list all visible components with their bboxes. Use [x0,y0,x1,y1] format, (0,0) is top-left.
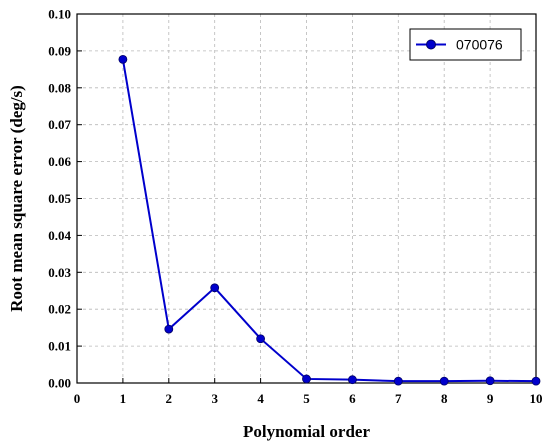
y-tick-label: 0.10 [48,7,71,22]
x-tick-label: 2 [166,391,173,406]
x-tick-label: 8 [441,391,448,406]
data-point [118,54,128,64]
y-tick-label: 0.05 [48,191,71,206]
grid-lines [77,14,536,383]
data-point [485,376,495,386]
data-point [164,324,174,334]
data-point [256,334,266,344]
legend: 070076 [409,28,522,61]
y-tick-label: 0.02 [48,302,71,317]
data-point [302,374,311,384]
data-point [531,376,541,386]
x-tick-label: 6 [349,391,356,406]
data-point [393,376,403,386]
x-tick-label: 7 [395,391,402,406]
data-point [347,375,357,385]
x-tick-label: 5 [303,391,310,406]
y-tick-label: 0.03 [48,265,71,280]
data-point [439,376,449,386]
series-layer [118,54,541,386]
data-point [210,283,220,293]
y-tick-label: 0.08 [48,80,71,95]
y-tick-label: 0.09 [48,43,71,58]
y-axis-label: Root mean square error (deg/s) [7,85,26,312]
y-tick-label: 0.07 [48,117,71,132]
y-tick-labels: 0.00 0.01 0.02 0.03 0.04 0.05 0.06 0.07 0.08 0.09… [48,7,71,391]
y-tick-label: 0.00 [48,376,71,391]
x-tick-label: 0 [74,391,81,406]
y-tick-label: 0.04 [48,228,71,243]
x-axis-label: Polynomial order [243,422,370,441]
x-tick-label: 4 [257,391,264,406]
x-tick-label: 10 [530,391,543,406]
x-tick-label: 3 [211,391,218,406]
x-tick-labels: 0 1 2 3 4 5 6 7 8 9 10 [74,391,543,406]
series-line [121,59,537,383]
y-tick-label: 0.01 [48,339,71,354]
y-tick-label: 0.06 [48,154,71,169]
x-tick-label: 1 [120,391,127,406]
x-tick-label: 9 [487,391,494,406]
legend-series-marker [426,39,436,50]
legend-series-label: 070076 [456,37,503,53]
